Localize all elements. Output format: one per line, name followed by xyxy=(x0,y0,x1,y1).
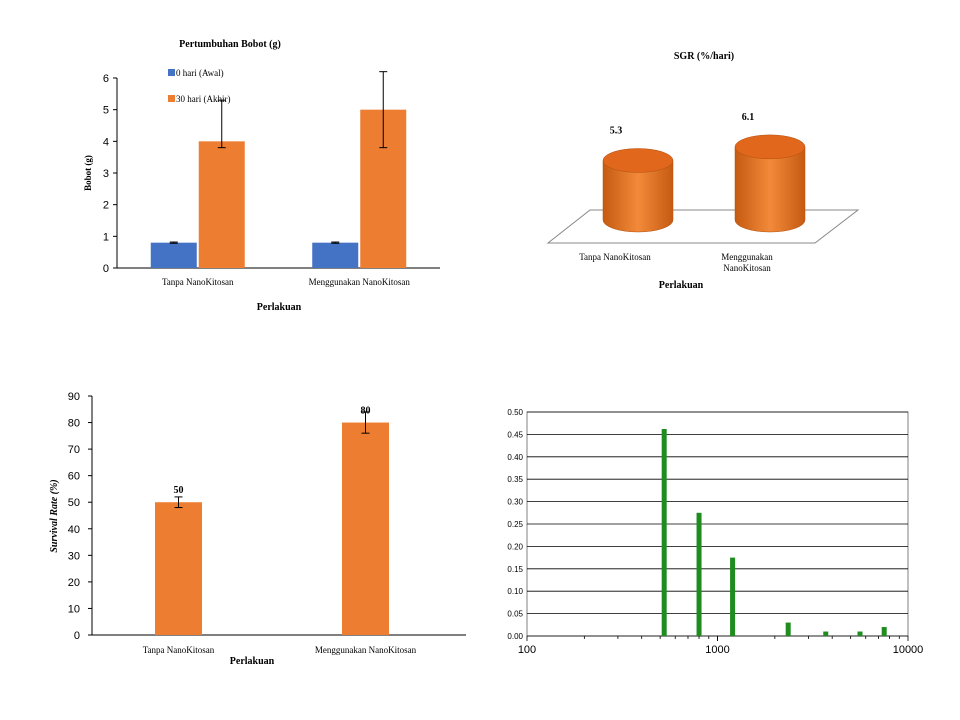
cylinder-body xyxy=(602,160,674,233)
y-tick-label: 0.15 xyxy=(507,565,523,574)
y-tick-label: 1 xyxy=(103,231,109,243)
axes: 0.00 0.05 0.10 0.15 0.20 0.25 0.30 0.35 0.40 0.45… xyxy=(507,408,923,656)
y-tick-label: 0.45 xyxy=(507,430,523,439)
bar-final xyxy=(198,141,245,268)
y-tick-label: 0.50 xyxy=(507,408,523,417)
y-tick-label: 70 xyxy=(68,444,80,456)
error-bars xyxy=(169,71,388,244)
y-tick-label: 60 xyxy=(68,471,80,483)
data-label: 80 xyxy=(361,406,371,417)
cylinder-top xyxy=(734,134,806,160)
y-tick-label: 0.00 xyxy=(507,632,523,641)
bar xyxy=(730,557,736,636)
bars xyxy=(150,109,407,269)
data-label: 6.1 xyxy=(742,112,755,123)
y-tick-label: 0.20 xyxy=(507,542,523,551)
growth-weight-chart: Pertumbuhan Bobot (g) Bobot (g) Perlakua… xyxy=(0,0,480,330)
cylinder-body xyxy=(734,146,806,233)
category-label-2-line2: NanoKitosan xyxy=(723,263,771,273)
y-axis-label: Survival Rate (%) xyxy=(49,479,60,552)
chart-title: Pertumbuhan Bobot (g) xyxy=(179,39,281,50)
y-tick-label: 0 xyxy=(74,630,80,642)
y-axis-label: Bobot (g) xyxy=(83,155,93,191)
x-axis-label: Perlakuan xyxy=(257,302,302,313)
y-tick-label: 20 xyxy=(68,577,80,589)
bar xyxy=(155,502,202,635)
size-distribution-chart: 0.00 0.05 0.10 0.15 0.20 0.25 0.30 0.35 0.40 0.45… xyxy=(480,370,960,720)
x-tick-label: 10000 xyxy=(893,644,924,656)
y-tick-label: 0.10 xyxy=(507,587,523,596)
y-tick-label: 3 xyxy=(103,168,109,180)
x-tick-label: Menggunakan NanoKitosan xyxy=(309,277,411,287)
x-tick-label: 100 xyxy=(518,644,536,656)
bars xyxy=(661,429,887,636)
bar xyxy=(857,631,863,636)
x-axis-label: Perlakuan xyxy=(230,656,275,667)
y-tick-label: 0.40 xyxy=(507,453,523,462)
y-tick-label: 4 xyxy=(103,136,109,148)
y-tick-label: 0.25 xyxy=(507,520,523,529)
y-tick-label: 0.35 xyxy=(507,475,523,484)
chart-title: SGR (%/hari) xyxy=(674,51,734,62)
y-tick-label: 5 xyxy=(103,105,109,117)
x-tick-label: Menggunakan NanoKitosan xyxy=(315,645,417,655)
floor-plane xyxy=(546,209,860,244)
y-tick-label: 0.30 xyxy=(507,498,523,507)
gridlines xyxy=(526,411,909,637)
bar xyxy=(785,622,791,636)
growth-weight-svg: Pertumbuhan Bobot (g) Bobot (g) Perlakua… xyxy=(83,39,440,313)
bar xyxy=(661,429,667,636)
category-label-1: Tanpa NanoKitosan xyxy=(579,252,651,262)
data-label: 50 xyxy=(174,485,184,496)
survival-rate-chart: Survival Rate (%) Perlakuan 0 10 20 30 40 50 6… xyxy=(0,370,480,720)
x-tick-label: Tanpa NanoKitosan xyxy=(143,645,215,655)
survival-rate-svg: Survival Rate (%) Perlakuan 0 10 20 30 40 50 6… xyxy=(49,391,466,667)
bar-initial xyxy=(150,242,197,268)
x-axis-label: Perlakuan xyxy=(659,280,704,291)
y-tick-label: 0.05 xyxy=(507,610,523,619)
data-label: 5.3 xyxy=(610,126,623,137)
legend: 0 hari (Awal) 30 hari (Akhir) xyxy=(168,68,230,104)
y-tick-label: 10 xyxy=(68,603,80,615)
sgr-chart: SGR (%/hari) 5.3 6.1 Tanpa NanoKitosan Me… xyxy=(480,0,960,330)
sgr-svg: SGR (%/hari) 5.3 6.1 Tanpa NanoKitosan Me… xyxy=(546,51,860,291)
x-tick-label: Tanpa NanoKitosan xyxy=(162,277,234,287)
axes: 0 10 20 30 40 50 60 70 80 90 Tanpa NanoKitosan Meng… xyxy=(68,391,466,655)
legend-swatch-final xyxy=(168,95,175,102)
legend-label-initial: 0 hari (Awal) xyxy=(176,68,224,78)
bar xyxy=(342,422,389,635)
legend-label-final: 30 hari (Akhir) xyxy=(176,94,230,104)
y-tick-label: 2 xyxy=(103,200,109,212)
y-tick-label: 0 xyxy=(103,263,109,275)
y-tick-label: 6 xyxy=(103,73,109,85)
size-distribution-svg: 0.00 0.05 0.10 0.15 0.20 0.25 0.30 0.35 0.40 0.45… xyxy=(507,408,923,656)
bar xyxy=(696,512,702,636)
bar-initial xyxy=(312,242,359,268)
category-label-2-line1: Menggunakan xyxy=(721,252,773,262)
cylinders: 5.3 6.1 xyxy=(602,112,806,233)
bar xyxy=(823,631,829,636)
y-tick-label: 40 xyxy=(68,524,80,536)
y-tick-label: 90 xyxy=(68,391,80,403)
y-tick-label: 50 xyxy=(68,497,80,509)
bars: 50 80 xyxy=(155,406,389,635)
x-tick-label: 1000 xyxy=(705,644,729,656)
y-tick-label: 30 xyxy=(68,550,80,562)
bar xyxy=(881,627,887,636)
legend-swatch-initial xyxy=(168,69,175,76)
y-tick-label: 80 xyxy=(68,418,80,430)
cylinder-top xyxy=(602,148,674,173)
